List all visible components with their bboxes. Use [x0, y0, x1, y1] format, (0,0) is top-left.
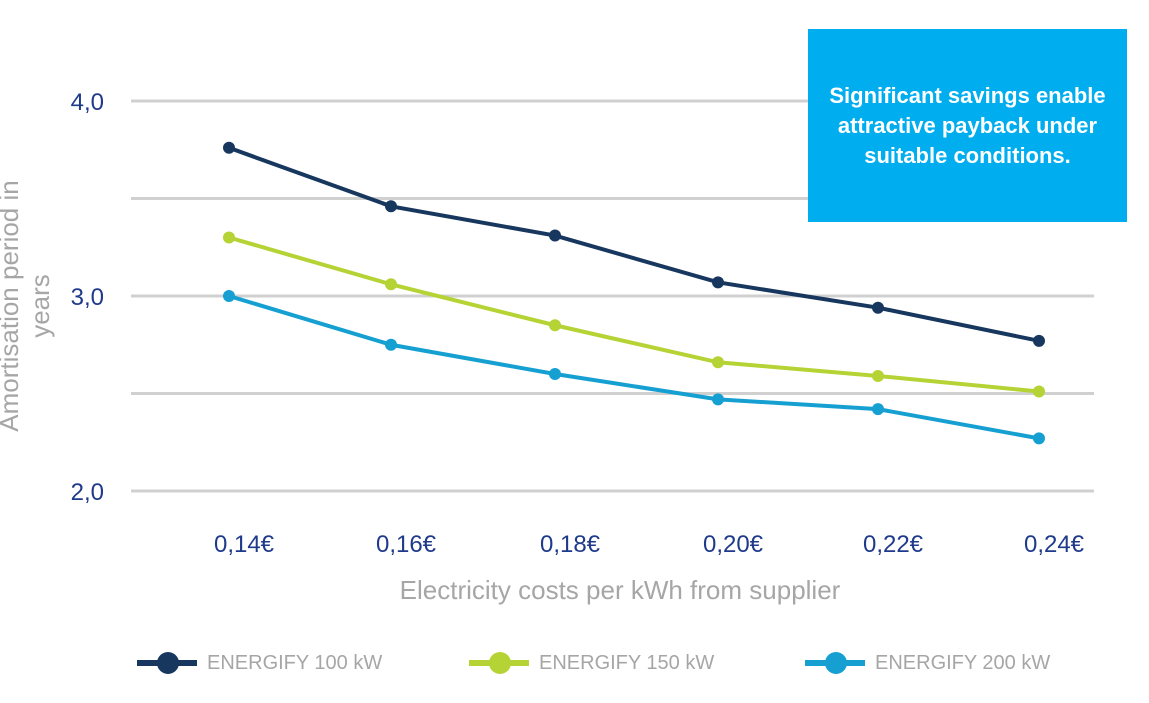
x-tick-label: 0,24€ — [1024, 531, 1085, 558]
x-tick-label: 0,22€ — [863, 531, 924, 558]
x-axis-label: Electricity costs per kWh from supplier — [399, 575, 841, 605]
data-point — [385, 278, 397, 291]
data-point — [712, 356, 724, 369]
x-tick-label: 0,16€ — [376, 531, 437, 558]
x-tick-label: 0,18€ — [540, 531, 601, 558]
data-point — [549, 319, 561, 332]
legend-marker — [825, 652, 847, 674]
data-point — [712, 276, 724, 289]
annotation-callout: Significant savings enable attractive pa… — [808, 29, 1127, 222]
data-point — [872, 369, 884, 382]
x-tick-label: 0,14€ — [214, 531, 275, 558]
y-tick-label: 2,0 — [71, 479, 104, 506]
data-point — [549, 368, 561, 380]
data-point — [385, 338, 397, 351]
data-point — [223, 231, 235, 244]
data-point — [223, 290, 235, 302]
legend-marker — [489, 652, 511, 674]
data-point — [223, 141, 235, 154]
y-tick-label: 3,0 — [71, 284, 104, 311]
data-point — [1033, 432, 1045, 445]
data-point — [712, 393, 724, 406]
data-point — [1033, 385, 1045, 398]
y-tick-label: 4,0 — [71, 89, 104, 116]
x-tick-label: 0,20€ — [703, 531, 764, 558]
y-axis-label: Amortisation period in years — [0, 180, 55, 432]
series-line — [228, 294, 1040, 441]
data-point — [872, 403, 884, 416]
data-point — [872, 301, 884, 314]
legend-label-150kw: ENERGIFY 150 kW — [539, 652, 715, 674]
data-point — [385, 200, 397, 213]
legend-marker — [157, 652, 179, 674]
series-line — [228, 145, 1040, 343]
legend-label-200kw: ENERGIFY 200 kW — [875, 652, 1051, 674]
data-point — [1033, 334, 1045, 347]
series-line — [228, 235, 1040, 394]
data-point — [549, 229, 561, 242]
legend-label-100kw: ENERGIFY 100 kW — [207, 652, 383, 674]
